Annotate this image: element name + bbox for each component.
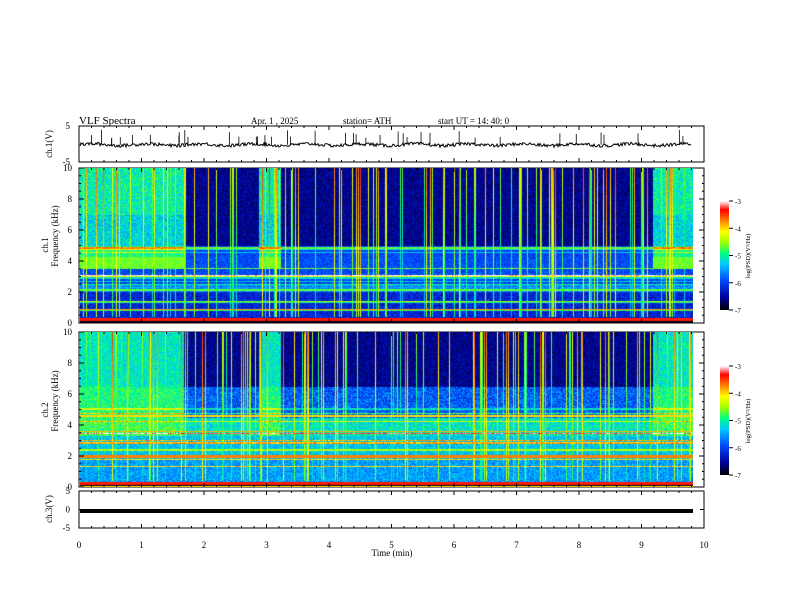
colorbar-tick-label: -6 (735, 280, 741, 288)
y-tick-label: 10 (63, 163, 73, 173)
colorbar-tick-label: -4 (735, 390, 741, 398)
y-tick-label: 2 (68, 287, 73, 297)
colorbar-tick-label: -4 (735, 225, 741, 233)
ch1-waveform-line (79, 141, 692, 149)
ch1-spectrogram-image (80, 168, 693, 323)
ch1-spectrogram-channel-label: ch.1 (40, 237, 50, 252)
y-tick-label: 2 (68, 451, 73, 461)
x-tick-label: 2 (202, 540, 207, 550)
colorbar-tick-label: -7 (735, 307, 741, 315)
axes-ticks: 0 1 2 3 4 5 6 7 8 9 10024681002468105-550-5-3-4-5-… (63, 121, 742, 550)
x-axis-label: Time (min) (372, 548, 413, 558)
date-label: Apr. 1 , 2025 (251, 116, 299, 126)
x-tick-label: 5 (389, 540, 394, 550)
y-tick-label: 8 (68, 358, 73, 368)
y-tick-label: 8 (68, 194, 73, 204)
ch3-waveform-ylabel: ch.3(V) (44, 495, 54, 523)
y-tick-label: 10 (63, 327, 73, 337)
x-tick-label: 3 (264, 540, 269, 550)
ch2-colorbar-label: log(PSD)(V²/Hz) (745, 399, 752, 444)
ch2-spectrogram-image (80, 332, 693, 487)
x-tick-label: 8 (577, 540, 582, 550)
ch2-spectrogram-channel-label: ch.2 (40, 402, 50, 417)
colorbar-tick-label: -7 (735, 472, 741, 480)
y-tick-label: 6 (68, 225, 73, 235)
y-tick-label: -5 (63, 157, 71, 167)
y-tick-label: 5 (66, 121, 71, 131)
x-tick-label: 1 (139, 540, 144, 550)
colorbar-tick-label: -3 (735, 198, 741, 206)
x-tick-label: 4 (327, 540, 332, 550)
ch1-waveform-ylabel: ch.1(V) (44, 130, 54, 158)
ch1-colorbar (720, 201, 729, 310)
colorbar-tick-label: -3 (735, 363, 741, 371)
y-tick-label: 6 (68, 389, 73, 399)
ch2-colorbar (720, 366, 729, 475)
x-tick-label: 0 (77, 540, 82, 550)
y-tick-label: 0 (68, 482, 73, 492)
x-tick-label: 7 (514, 540, 519, 550)
y-tick-label: -5 (63, 523, 71, 533)
figure-title: VLF Spectra (79, 115, 136, 127)
colorbar-tick-label: -6 (735, 445, 741, 453)
ch2-spectrogram-ylabel: Frequency (kHz) (50, 370, 60, 431)
y-tick-label: 5 (66, 486, 71, 496)
colorbar-tick-label: -5 (735, 418, 741, 426)
ch1-waveform-spikes (91, 129, 684, 145)
x-tick-label: 9 (639, 540, 644, 550)
station-label: station= ATH (343, 116, 392, 126)
y-tick-label: 0 (68, 318, 73, 328)
x-tick-label: 6 (452, 540, 457, 550)
ch1-spectrogram-ylabel: Frequency (kHz) (50, 205, 60, 266)
y-tick-label: 4 (68, 420, 73, 430)
x-tick-label: 10 (700, 540, 710, 550)
ch1-colorbar-label: log(PSD)(V²/Hz) (745, 234, 752, 279)
colorbar-tick-label: -5 (735, 253, 741, 261)
start-time-label: start UT = 14: 40: 0 (438, 116, 510, 126)
y-tick-label: 0 (66, 505, 71, 515)
y-tick-label: 4 (68, 256, 73, 266)
